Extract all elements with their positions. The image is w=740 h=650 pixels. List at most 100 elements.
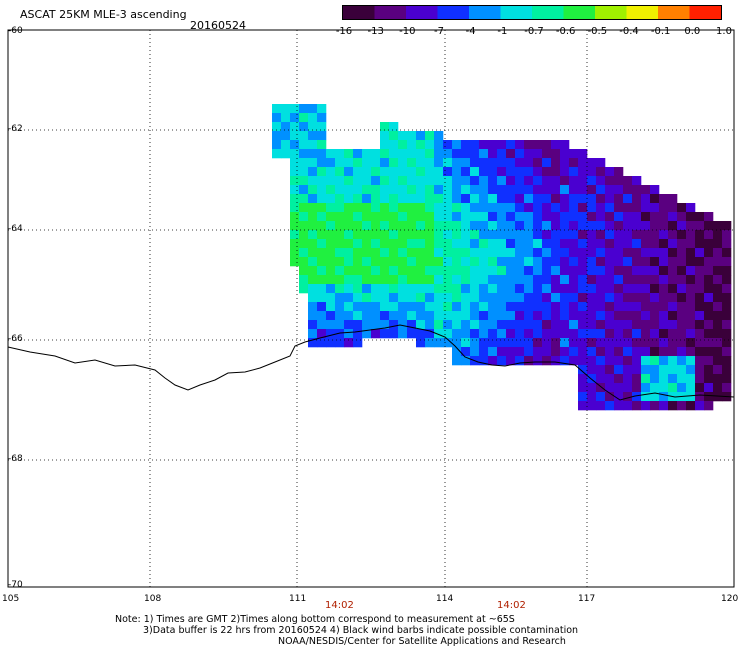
data-cell [317,320,327,330]
data-cell [569,320,579,330]
data-cell [317,113,327,123]
data-cell [551,167,561,177]
data-cell [434,203,444,213]
data-cell [416,167,426,177]
data-cell [416,329,426,339]
data-cell [434,338,444,348]
note-line-2: 3)Data buffer is 22 hrs from 20160524 4)… [143,625,579,636]
data-cell [614,284,624,294]
data-cell [461,275,471,285]
data-cell [452,140,462,150]
data-cell [632,347,642,357]
data-cell [515,230,525,240]
data-cell [632,239,642,249]
data-cell [578,194,588,204]
data-cell [470,320,480,330]
data-cell [677,221,687,231]
data-cell [407,311,417,321]
data-cell [722,230,732,240]
lat-label-70: -70 [8,580,23,590]
data-cell [569,257,579,267]
colorbar-label: -0.7 [524,26,544,37]
data-cell [299,266,309,276]
data-cell [551,302,561,312]
data-cell [524,311,534,321]
data-cell [650,212,660,222]
data-cell [623,401,633,411]
data-cell [524,257,534,267]
data-cell [569,221,579,231]
data-cell [362,311,372,321]
data-cell [497,158,507,168]
data-cell [722,257,732,267]
data-cell [506,302,516,312]
data-cell [479,320,489,330]
data-cell [632,284,642,294]
data-cell [533,194,543,204]
data-cell [632,266,642,276]
data-cell [416,221,426,231]
data-cell [605,212,615,222]
data-cell [695,329,705,339]
data-cell [569,230,579,240]
data-cell [596,185,606,195]
data-cell [380,158,390,168]
data-cell [308,113,318,123]
data-cell [659,311,669,321]
data-cell [371,320,381,330]
data-cell [713,320,723,330]
data-cell [470,275,480,285]
data-cell [668,203,678,213]
data-cell [443,257,453,267]
data-cell [551,248,561,258]
data-cell [713,338,723,348]
data-cell [641,374,651,384]
data-cell [488,311,498,321]
data-cell [353,311,363,321]
data-cell [578,185,588,195]
data-cell [695,320,705,330]
data-cell [398,176,408,186]
data-cell [641,239,651,249]
data-cell [677,383,687,393]
data-cell [443,230,453,240]
data-cell [542,257,552,267]
data-cell [614,203,624,213]
data-cell [641,194,651,204]
data-cell [416,176,426,186]
data-cell [587,203,597,213]
data-cell [317,212,327,222]
data-cell [380,203,390,213]
data-cell [533,149,543,159]
data-cell [506,311,516,321]
data-cell [299,284,309,294]
data-cell [515,239,525,249]
data-cell [560,329,570,339]
data-cell [299,239,309,249]
data-cell [614,194,624,204]
data-cell [650,230,660,240]
data-cell [713,302,723,312]
data-cell [434,293,444,303]
data-cell [416,131,426,141]
data-cell [452,149,462,159]
data-cell [398,311,408,321]
data-cell [497,230,507,240]
data-cell [614,347,624,357]
data-cell [722,266,732,276]
data-cell [398,248,408,258]
data-cell [533,338,543,348]
data-cell [542,212,552,222]
data-cell [524,149,534,159]
data-cell [452,230,462,240]
colorbar-labels: -16 -13 -10 -7 -4 -1 -0.7 -0.6 -0.5 -0.4 -0.1 0.0 1.… [330,26,740,40]
data-cell [569,194,579,204]
data-cell [389,320,399,330]
data-cell [488,329,498,339]
data-cell [623,275,633,285]
data-cell [452,221,462,231]
data-cell [614,185,624,195]
data-cell [452,212,462,222]
data-cell [290,230,300,240]
data-cell [722,293,732,303]
